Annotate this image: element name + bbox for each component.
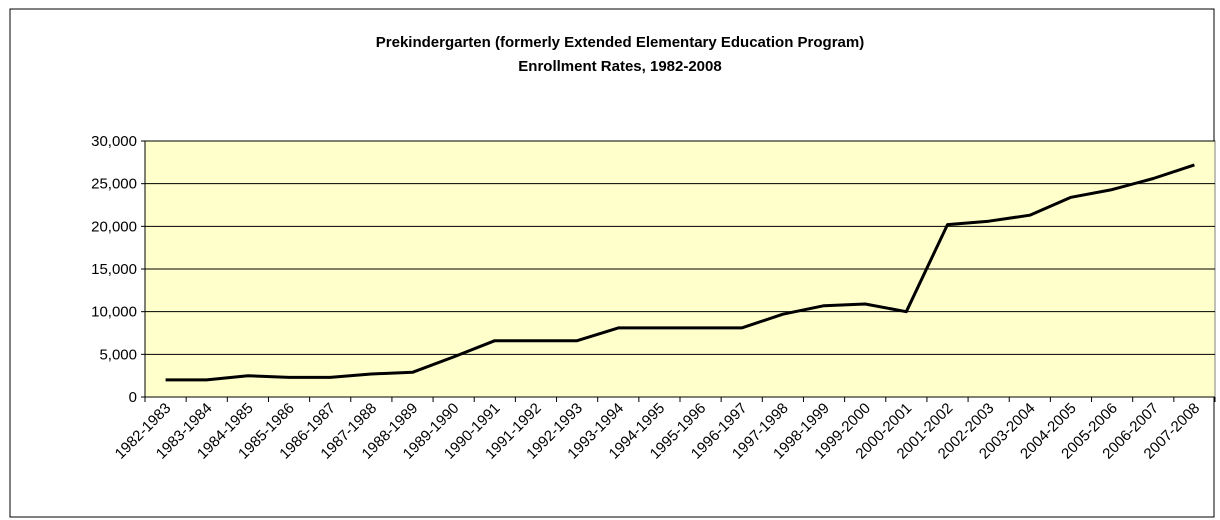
y-tick-label: 30,000 <box>91 133 137 150</box>
y-tick-label: 15,000 <box>91 261 137 278</box>
line-series <box>165 163 1195 382</box>
y-tick-label: 10,000 <box>91 304 137 321</box>
y-tick-label: 0 <box>129 389 137 406</box>
y-tick-label: 5,000 <box>99 346 137 363</box>
y-tick-label: 20,000 <box>91 218 137 235</box>
y-tick-label: 25,000 <box>91 176 137 193</box>
chart-title: Enrollment Rates, 1982-2008 <box>518 58 721 75</box>
chart-title: Prekindergarten (formerly Extended Eleme… <box>376 34 864 51</box>
